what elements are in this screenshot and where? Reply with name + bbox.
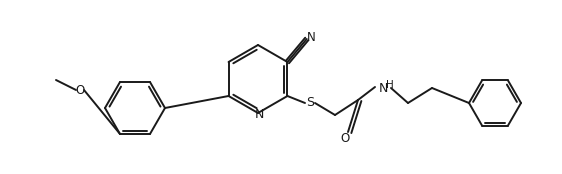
Text: N: N (307, 30, 316, 44)
Text: H: H (386, 80, 394, 90)
Text: N: N (378, 81, 388, 94)
Text: O: O (341, 132, 350, 144)
Text: S: S (306, 97, 314, 109)
Text: O: O (75, 84, 85, 97)
Text: N: N (255, 108, 264, 121)
